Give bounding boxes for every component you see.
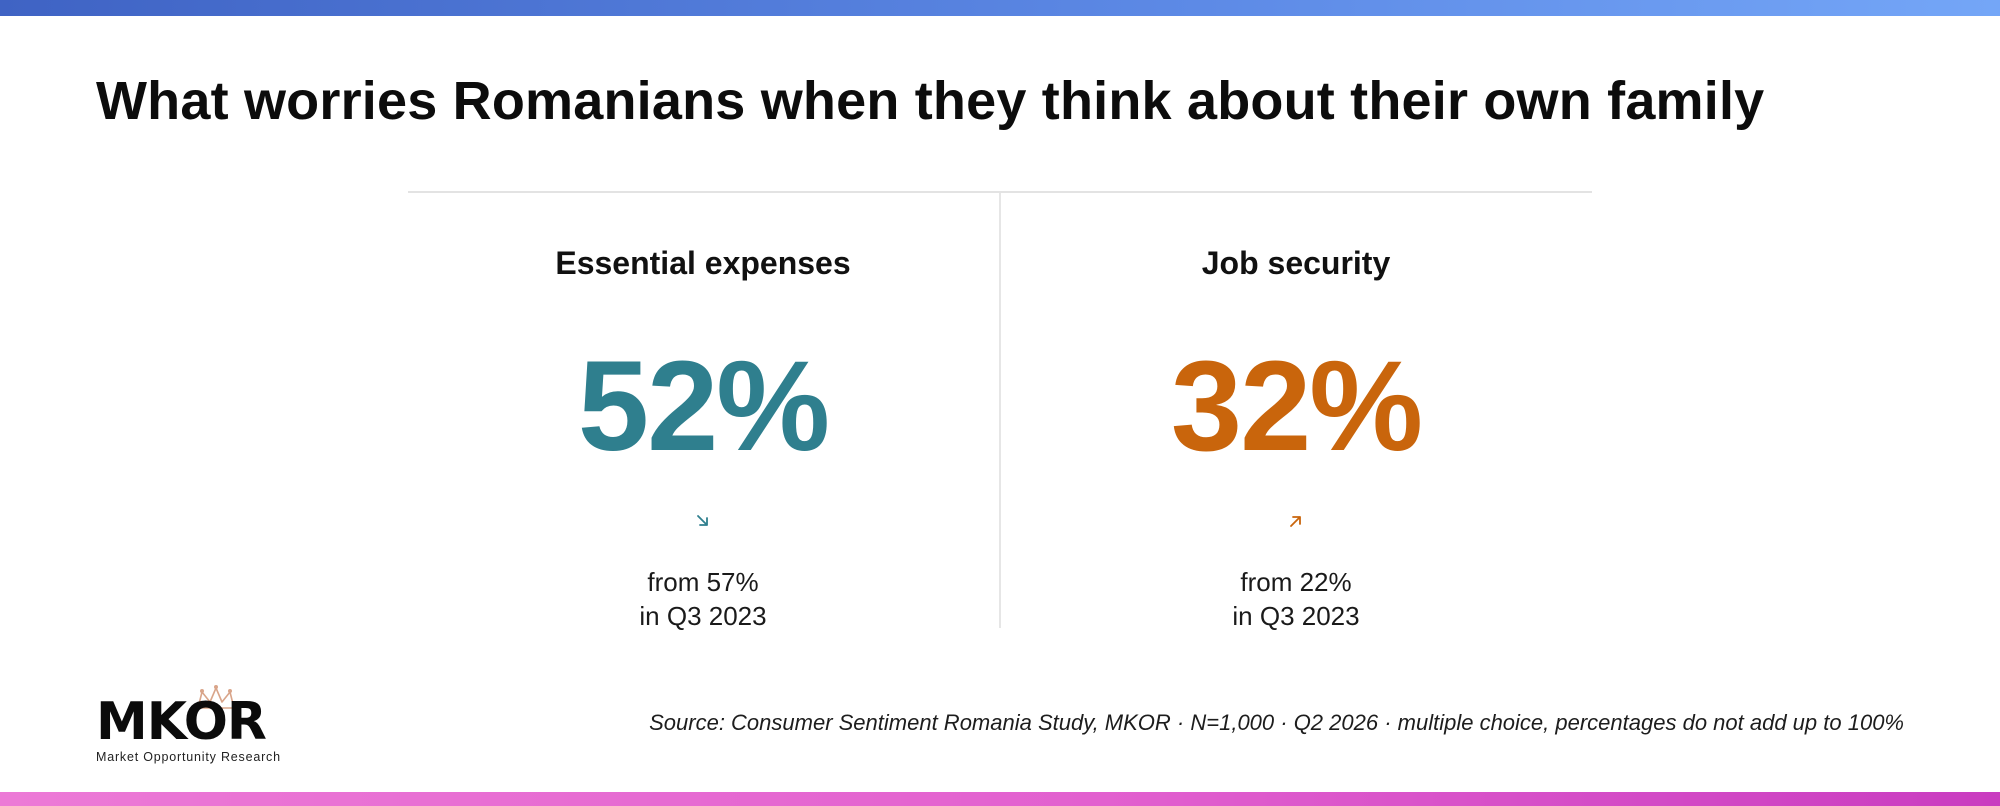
stat-label: Essential expenses <box>555 245 851 281</box>
stat-change: from 22% in Q3 2023 <box>1001 565 1591 633</box>
stat-label: Job security <box>1201 245 1391 281</box>
crown-icon <box>197 685 235 709</box>
bottom-accent-bar <box>0 792 2000 806</box>
top-accent-bar <box>0 0 2000 16</box>
stat-change: from 57% in Q3 2023 <box>408 565 998 633</box>
divider-horizontal <box>408 191 1592 193</box>
stat-period: in Q3 2023 <box>639 601 767 631</box>
stat-from: from 22% <box>1240 567 1352 597</box>
stat-value: 32% <box>1170 335 1423 478</box>
arrow-up-right-icon <box>1290 516 1301 527</box>
stat-card-job-security: Job security 32% from 22% in Q3 2023 <box>1001 193 1591 633</box>
page-title: What worries Romanians when they think a… <box>96 71 1765 131</box>
stat-card-essential-expenses: Essential expenses 52% from 57% in Q3 20… <box>408 193 998 633</box>
source-note: Source: Consumer Sentiment Romania Study… <box>649 710 1904 735</box>
stat-from: from 57% <box>647 567 759 597</box>
stat-value: 52% <box>577 335 830 478</box>
mkor-logo: MKOR Market Opportunity Research <box>96 684 306 770</box>
logo-wordmark: MKOR <box>96 692 267 752</box>
arrow-down-right-icon <box>697 515 708 526</box>
stat-period: in Q3 2023 <box>1232 601 1360 631</box>
logo-tagline: Market Opportunity Research <box>96 750 281 764</box>
divider-vertical <box>999 193 1001 628</box>
